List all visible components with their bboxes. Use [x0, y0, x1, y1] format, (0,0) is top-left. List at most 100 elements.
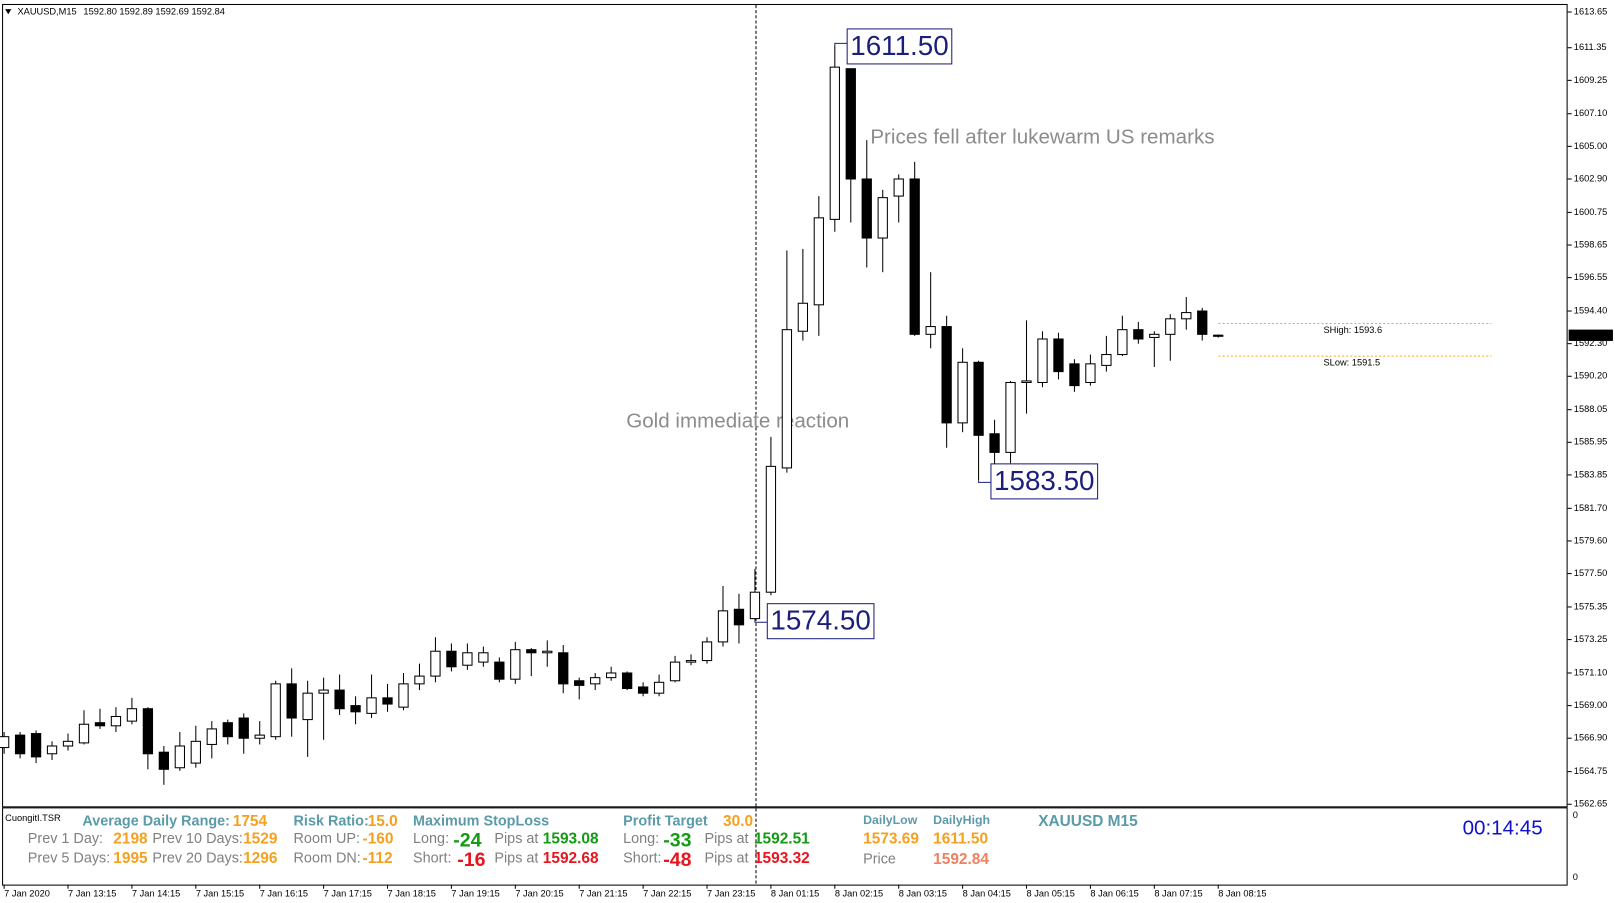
- candle-down: [1197, 310, 1208, 335]
- panel-text: Room DN:: [294, 851, 361, 867]
- y-tick-label: 1575.35: [1574, 601, 1607, 611]
- candle-up: [813, 217, 824, 306]
- panel-text: 2198: [113, 830, 148, 847]
- candle-up: [1005, 381, 1016, 453]
- x-tick-label: 7 Jan 18:15: [388, 888, 436, 898]
- x-tick-label: 7 Jan 19:15: [451, 888, 499, 898]
- candle-up: [430, 650, 441, 677]
- panel-text: -16: [457, 849, 485, 871]
- candle-down: [350, 705, 361, 713]
- leader: [834, 42, 848, 46]
- candle-up: [685, 660, 697, 663]
- x-tick-label: 8 Jan 04:15: [963, 888, 1011, 898]
- panel-text: DailyHigh: [933, 813, 990, 827]
- x-tick-label: 7 Jan 14:15: [132, 888, 180, 898]
- panel-text: DailyLow: [863, 813, 918, 827]
- candle-up: [1037, 338, 1048, 384]
- candle-down: [1053, 338, 1064, 373]
- panel-text: -160: [363, 830, 394, 847]
- candle-down: [238, 717, 249, 739]
- candle-down: [1069, 363, 1080, 387]
- candle-up: [398, 683, 409, 708]
- x-tick-label: 7 Jan 15:15: [196, 888, 244, 898]
- panel-text: Maximum StopLoss: [413, 814, 549, 830]
- x-tick-label: 7 Jan 22:15: [643, 888, 691, 898]
- y-tick-label: 1583.85: [1574, 469, 1607, 479]
- x-tick-label: 8 Jan 05:15: [1027, 888, 1075, 898]
- candle-down: [621, 672, 633, 690]
- price-label-box: [766, 603, 875, 640]
- y-tick-label: 1571.10: [1574, 667, 1607, 677]
- x-tick-label: 8 Jan 01:15: [771, 888, 819, 898]
- candle-down: [446, 650, 457, 668]
- panel-text: 15.0: [368, 813, 398, 830]
- panel-text: Profit Target: [623, 814, 708, 830]
- y-tick-label: 1562.65: [1574, 799, 1607, 809]
- candle-up: [0, 736, 10, 749]
- x-tick-label: 8 Jan 07:15: [1154, 888, 1202, 898]
- panel-text: Pips at: [705, 831, 749, 847]
- panel-text: 1296: [243, 850, 278, 867]
- candle-up: [254, 734, 265, 739]
- x-tick-label: 8 Jan 03:15: [899, 888, 947, 898]
- candle-up: [829, 66, 840, 220]
- candle-down: [30, 733, 42, 758]
- candle-up: [542, 650, 553, 654]
- candle-up: [749, 591, 761, 620]
- panel-text: Short:: [623, 851, 661, 867]
- candle-up: [957, 361, 968, 424]
- panel-text: Long:: [413, 831, 449, 847]
- panel-text: Pips at: [494, 831, 538, 847]
- price-tag: [1568, 329, 1613, 341]
- candle-up: [414, 675, 425, 685]
- y-tick-label: 1609.25: [1574, 75, 1607, 85]
- panel-text: XAUUSD M15: [1038, 813, 1138, 830]
- price-label-box: [990, 463, 1099, 500]
- panel-text: -24: [453, 830, 481, 852]
- note: Gold immediate reaction: [626, 410, 849, 433]
- panel-text: Long:: [623, 831, 659, 847]
- y-tick-label: 1569.00: [1574, 700, 1607, 710]
- candle-down: [909, 178, 920, 335]
- price-label: 1611.50: [850, 30, 948, 61]
- candle-up: [1085, 363, 1096, 384]
- indicator-axis-label: 0: [1573, 810, 1578, 820]
- y-tick-label: 1607.10: [1574, 108, 1607, 118]
- candle-up: [110, 715, 122, 727]
- panel-text: 1754: [233, 813, 268, 830]
- price-label-box: [846, 28, 953, 65]
- candle-down: [334, 689, 345, 710]
- level-label: SHigh: 1593.6: [1324, 325, 1383, 335]
- panel-text: 1593.08: [543, 830, 599, 847]
- candle-up: [1165, 318, 1176, 335]
- ohlc: 1592.80 1592.89 1592.69 1592.84: [83, 7, 224, 17]
- panel-text: -33: [663, 830, 691, 852]
- candle-up: [1149, 333, 1160, 338]
- candle-down: [637, 686, 649, 694]
- y-tick-label: 1611.35: [1574, 42, 1607, 52]
- menu-arrow[interactable]: [5, 9, 12, 15]
- price-label: 1583.50: [994, 465, 1094, 496]
- indicator-name: CuongitI.TSR: [5, 813, 61, 823]
- x-tick-label: 7 Jan 20:15: [515, 888, 563, 898]
- panel-text: -112: [363, 850, 393, 867]
- leader: [978, 480, 991, 483]
- y-tick-label: 1602.90: [1574, 173, 1607, 183]
- y-tick-label: 1581.70: [1574, 503, 1607, 513]
- x-tick-label: 7 Jan 16:15: [260, 888, 308, 898]
- candle-up: [765, 465, 777, 593]
- panel-text: Pips at: [494, 851, 538, 867]
- candle-down: [286, 683, 297, 719]
- panel-text: Risk Ratio:: [294, 814, 369, 830]
- x-tick-label: 7 Jan 23:15: [707, 888, 755, 898]
- candle-up: [781, 329, 793, 469]
- y-tick-label: 1613.65: [1574, 6, 1607, 16]
- x-tick-label: 7 Jan 17:15: [324, 888, 372, 898]
- candle-up: [606, 672, 617, 679]
- panel-text: 1592.84: [933, 851, 989, 868]
- panel-text: -48: [663, 849, 691, 871]
- candle-down: [941, 326, 952, 424]
- candle-up: [62, 740, 74, 747]
- candle-up: [717, 610, 729, 643]
- candle-up: [302, 692, 313, 721]
